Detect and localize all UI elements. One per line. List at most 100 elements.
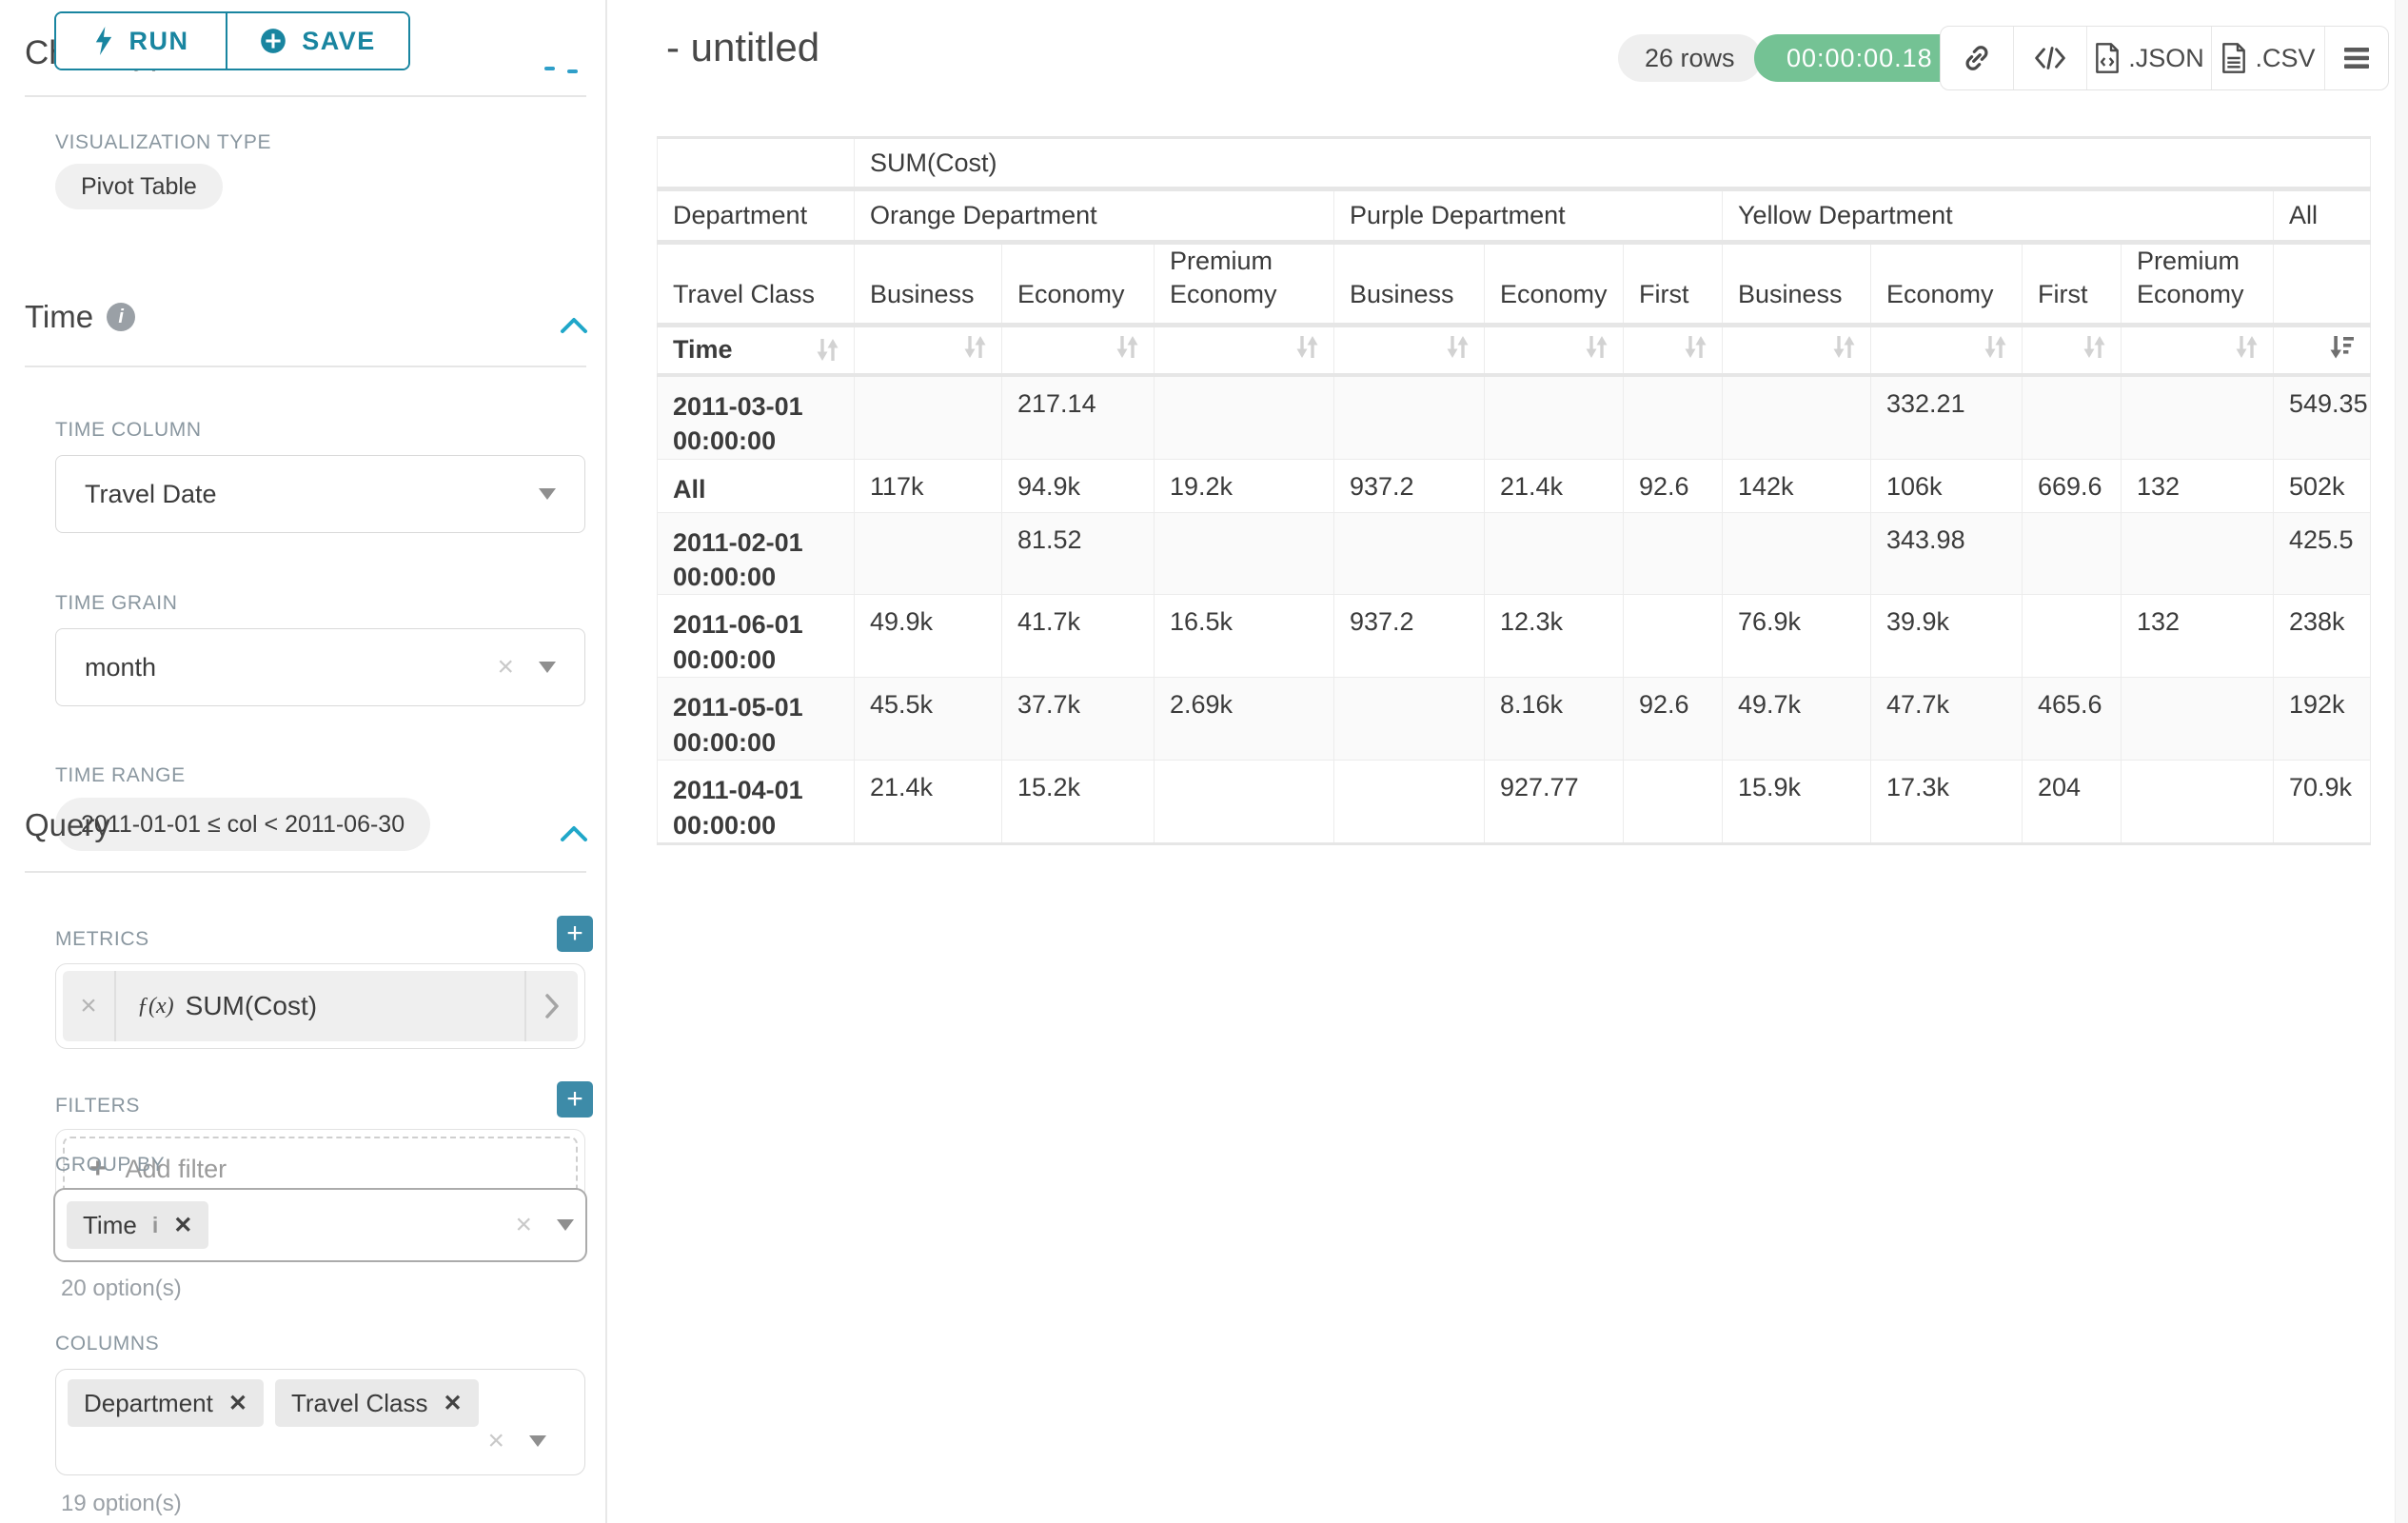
json-file-icon <box>2096 43 2120 73</box>
pivot-sort-header[interactable] <box>1001 325 1155 377</box>
function-icon: ƒ(x) <box>137 993 174 1019</box>
sort-icon[interactable] <box>1447 334 1469 360</box>
info-icon[interactable]: i <box>107 303 136 331</box>
chart-toolbar: .JSON .CSV <box>1940 26 2389 90</box>
selected-option-tag[interactable]: Department ✕ <box>68 1379 264 1427</box>
sort-icon[interactable] <box>1685 334 1707 360</box>
embed-code-button[interactable] <box>2014 27 2087 89</box>
group-by-select[interactable]: Time i ✕ × <box>53 1188 587 1262</box>
save-button-label: SAVE <box>302 26 376 55</box>
time-column-value: Travel Date <box>85 479 217 508</box>
divider <box>25 871 586 873</box>
clear-icon[interactable]: × <box>515 1209 532 1240</box>
sort-descending-icon[interactable] <box>2330 334 2355 360</box>
clear-icon[interactable]: × <box>487 1425 504 1456</box>
sort-icon[interactable] <box>1984 334 2006 360</box>
time-section-title: Time <box>25 299 94 334</box>
metrics-label: METRICS <box>55 928 149 950</box>
selected-option-tag[interactable]: Time i ✕ <box>67 1201 209 1249</box>
pivot-sort-header[interactable] <box>1484 325 1624 377</box>
metric-pill[interactable]: × ƒ(x) SUM(Cost) <box>63 971 578 1041</box>
pivot-value-cell <box>1333 760 1485 846</box>
pivot-value-cell: 937.2 <box>1333 459 1485 513</box>
pivot-column-header: Economy <box>1484 242 1624 328</box>
pivot-column-group-header: Purple Department <box>1333 188 1723 245</box>
remove-tag-icon[interactable]: ✕ <box>173 1212 193 1238</box>
pivot-value-cell: 8.16k <box>1484 677 1624 762</box>
time-range-label: TIME RANGE <box>55 764 186 786</box>
columns-label: COLUMNS <box>55 1333 160 1355</box>
copy-link-button[interactable] <box>1941 27 2014 89</box>
pivot-value-cell: 12.3k <box>1484 594 1624 679</box>
pivot-value-cell: 132 <box>2121 459 2274 513</box>
pivot-value-cell: 106k <box>1870 459 2023 513</box>
time-grain-label: TIME GRAIN <box>55 592 178 614</box>
vertical-scrollbar[interactable] <box>2395 0 2408 1523</box>
sort-icon[interactable] <box>1833 334 1855 360</box>
pivot-value-cell <box>1333 374 1485 460</box>
pivot-sort-header[interactable] <box>1870 325 2023 377</box>
sort-icon[interactable] <box>817 337 839 363</box>
pivot-value-cell: 92.6 <box>1623 677 1723 762</box>
pivot-value-cell: 19.2k <box>1154 459 1334 513</box>
pivot-sort-header[interactable] <box>2121 325 2274 377</box>
clear-icon[interactable]: × <box>497 651 514 682</box>
pivot-value-cell: 2.69k <box>1154 677 1334 762</box>
pivot-sort-header[interactable] <box>2273 325 2372 377</box>
run-button[interactable]: RUN <box>56 13 227 69</box>
save-button[interactable]: SAVE <box>227 13 408 69</box>
remove-tag-icon[interactable]: ✕ <box>227 1390 247 1416</box>
sort-icon[interactable] <box>1586 334 1608 360</box>
pivot-row-header: 2011-06-01 00:00:00 <box>657 594 855 679</box>
chevron-down-icon <box>539 488 556 500</box>
time-column-select[interactable]: Travel Date <box>55 455 585 533</box>
visualization-type-pill[interactable]: Pivot Table <box>55 164 223 209</box>
columns-select[interactable]: Department ✕ Travel Class ✕ × <box>55 1369 585 1475</box>
pivot-sort-header[interactable] <box>1722 325 1871 377</box>
pivot-row: 2011-05-01 00:00:00 45.5k 37.7k 2.69k 8.16k 92… <box>657 677 2372 762</box>
pivot-value-cell <box>2022 594 2122 679</box>
hamburger-menu-icon <box>2344 48 2369 69</box>
sort-icon[interactable] <box>964 334 986 360</box>
pivot-sort-header[interactable] <box>2022 325 2122 377</box>
time-range-pill[interactable]: 2011-01-01 ≤ col < 2011-06-30 <box>55 798 431 851</box>
chevron-down-icon[interactable] <box>529 1435 546 1447</box>
pivot-value-cell: 549.35 <box>2273 374 2372 460</box>
pivot-value-cell <box>1623 594 1723 679</box>
collapse-chevron-up-icon[interactable] <box>560 824 588 843</box>
export-json-label: .JSON <box>2128 43 2204 72</box>
expand-metric-icon[interactable] <box>524 971 578 1041</box>
pivot-metric-header: SUM(Cost) <box>854 136 2372 191</box>
divider <box>25 95 586 97</box>
menu-button[interactable] <box>2325 27 2388 89</box>
pivot-sort-header[interactable] <box>1154 325 1334 377</box>
pivot-value-cell: 238k <box>2273 594 2372 679</box>
sort-icon[interactable] <box>1296 334 1318 360</box>
add-metric-button[interactable]: + <box>557 916 593 952</box>
pivot-row-dimension-header[interactable]: Time <box>657 325 855 377</box>
pivot-column-header: Business <box>1722 242 1871 328</box>
sort-icon[interactable] <box>2083 334 2105 360</box>
pivot-sort-header[interactable] <box>1333 325 1485 377</box>
pivot-sort-header[interactable] <box>1623 325 1723 377</box>
remove-metric-icon[interactable]: × <box>63 971 116 1041</box>
tag-label: Time <box>83 1210 137 1239</box>
chevron-down-icon[interactable] <box>557 1219 574 1231</box>
pivot-row: 2011-06-01 00:00:00 49.9k 41.7k 16.5k 937.2 12… <box>657 594 2372 679</box>
sort-icon[interactable] <box>2236 334 2258 360</box>
pivot-column-header: Economy <box>1870 242 2023 328</box>
add-filter-plus-button[interactable]: + <box>557 1081 593 1118</box>
collapse-chevron-up-icon[interactable] <box>560 316 588 335</box>
time-grain-select[interactable]: month × <box>55 628 585 706</box>
export-csv-button[interactable]: .CSV <box>2212 27 2325 89</box>
pivot-row: 2011-02-01 00:00:00 81.52 343.98 425.5 <box>657 512 2372 596</box>
pivot-value-cell: 343.98 <box>1870 512 2023 596</box>
sort-icon[interactable] <box>1116 334 1138 360</box>
export-json-button[interactable]: .JSON <box>2087 27 2212 89</box>
selected-option-tag[interactable]: Travel Class ✕ <box>274 1379 479 1427</box>
remove-tag-icon[interactable]: ✕ <box>443 1390 463 1416</box>
filters-label: FILTERS <box>55 1095 140 1117</box>
chart-title[interactable]: - untitled <box>666 25 820 69</box>
pivot-sort-header[interactable] <box>854 325 1002 377</box>
pivot-column-header: Premium Economy <box>2121 242 2274 328</box>
